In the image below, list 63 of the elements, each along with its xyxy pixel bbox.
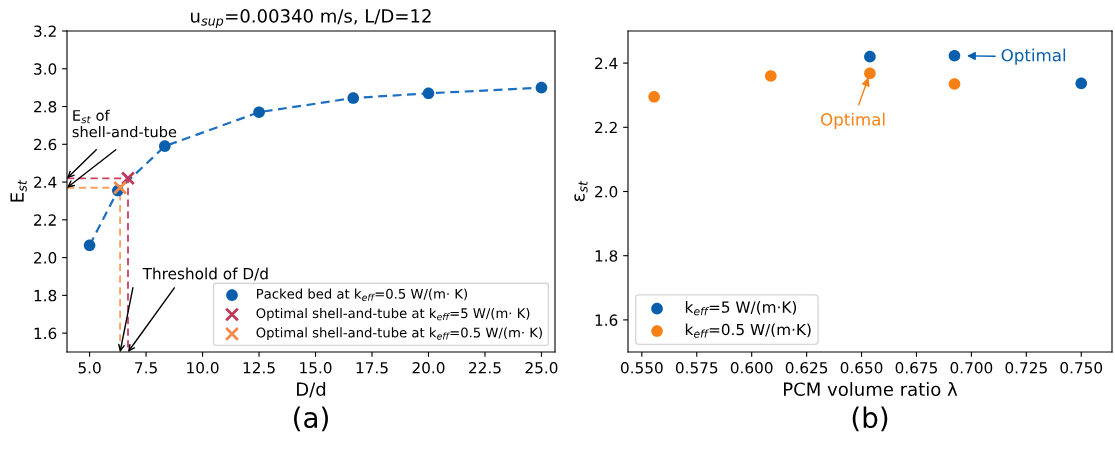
point [159,140,171,152]
annotation: Optimal [821,112,885,129]
y-tick-label: 2.2 [595,121,617,134]
legend-label: Packed bed at k$_{eff}$=0.5 W/(m· K) [257,288,467,301]
x-axis-title: D/d [297,382,326,398]
y-tick-label: 2.0 [34,252,57,264]
point [120,171,136,186]
text: (b) [852,406,888,432]
y-tick-label: 2.8 [34,100,57,113]
y-tick-label: 1.8 [34,289,57,302]
point [864,50,876,63]
y-tick-label: 2.0 [595,185,618,198]
legend-label: Optimal shell-and-tube at k$_{eff}$=5 W/(m· K) [256,307,530,321]
x-tick-label: 17.5 [356,362,388,374]
point [765,70,777,82]
x-tick-label: 0.600 [730,361,773,374]
point [535,81,548,94]
x-tick-label: 0.575 [675,361,718,374]
y-tick-label: 1.6 [595,314,618,326]
x-tick-label: 15.0 [300,361,332,374]
point [1075,77,1088,90]
x-tick-label: 0.625 [785,361,828,374]
annotation: Threshold of D/d [142,267,268,281]
y-tick-label: 2.4 [595,57,618,69]
x-tick-label: 20.0 [412,361,445,374]
x-tick-label: 0.650 [840,361,883,374]
point [253,106,265,118]
x-tick-label: 10.0 [187,361,219,374]
legend-label: k$_{eff}$=5 W/(m·K) [685,301,797,316]
point [648,90,660,103]
x-tick-label: 0.725 [1005,361,1047,374]
x-tick-label: 25.0 [525,361,558,374]
x-tick-label: 0.750 [1060,361,1103,374]
text: (a) [294,406,328,432]
x-tick-label: 7.5 [135,362,157,374]
point [112,180,128,195]
point [422,87,435,100]
annotation: E$_{st}$ of shell-and-tube [72,109,177,138]
chart-title: u$_{sup}$=0.00340 m/s, L/D=12 [191,9,431,29]
point [948,49,961,62]
y-tick-label: 1.8 [595,250,618,262]
legend-label: Optimal shell-and-tube at k$_{eff}$=0.5 W/(m· K) [256,327,542,341]
x-tick-label: 5.0 [78,361,101,374]
annotation: Optimal [1001,48,1066,65]
y-tick-label: 2.6 [34,138,57,151]
x-tick-label: 0.675 [895,361,937,374]
y-axis-title: E$_{st}$ [10,179,27,202]
x-tick-label: 12.5 [243,361,275,374]
y-axis-title: ε$_{st}$ [574,180,588,202]
y-tick-label: 3.0 [34,63,57,75]
x-tick-label: 0.700 [950,361,993,374]
x-tick-label: 22.5 [469,361,501,374]
point [347,92,360,104]
point [83,239,96,252]
point [864,67,876,80]
x-axis-title: PCM volume ratio λ [784,382,958,397]
legend-label: k$_{eff}$=0.5 W/(m·K) [685,323,811,338]
y-tick-label: 3.2 [34,25,56,38]
y-tick-label: 1.6 [34,327,57,340]
y-tick-label: 2.4 [34,176,57,188]
y-tick-label: 2.2 [34,214,56,226]
x-tick-label: 0.550 [620,361,663,374]
point [948,78,961,90]
